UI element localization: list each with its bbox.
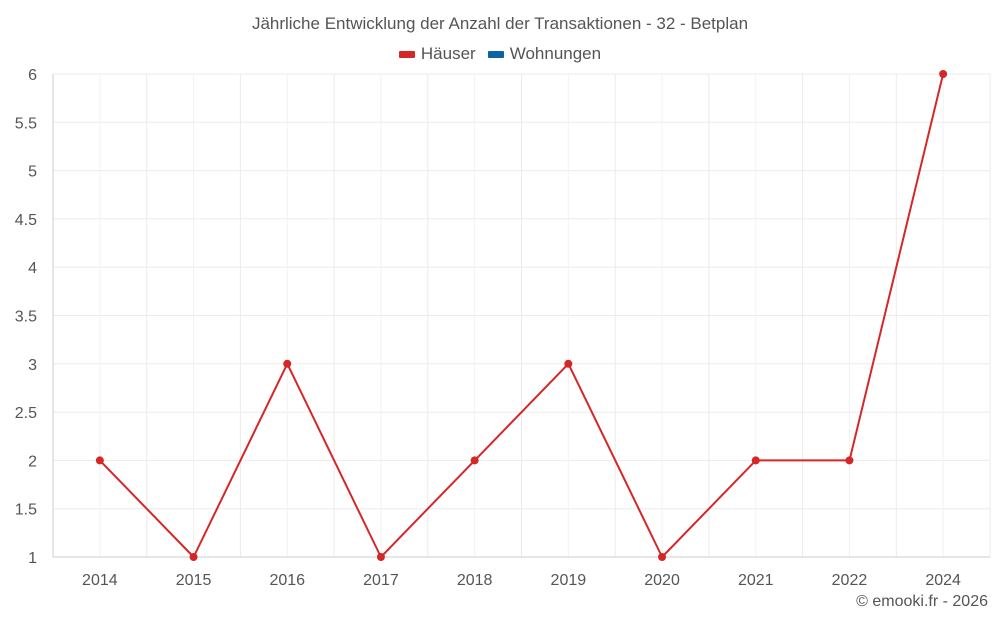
x-tick-label: 2017 <box>363 572 399 589</box>
legend-item-wohnungen[interactable]: Wohnungen <box>487 44 602 64</box>
y-tick-label: 2 <box>28 453 37 470</box>
x-tick-label: 2021 <box>738 572 774 589</box>
data-point <box>376 553 385 561</box>
data-point <box>189 553 198 561</box>
x-tick-label: 2015 <box>176 572 212 589</box>
legend-label-haeuser: Häuser <box>420 44 476 63</box>
data-point <box>939 70 948 78</box>
y-tick-label: 5 <box>28 164 37 181</box>
y-tick-label: 1 <box>28 550 37 567</box>
data-point <box>751 456 760 465</box>
legend-label-wohnungen: Wohnungen <box>509 44 602 63</box>
legend-swatch-haeuser <box>398 50 415 58</box>
y-tick-label: 3 <box>28 357 37 374</box>
y-tick-label: 5.5 <box>15 115 37 132</box>
data-point <box>95 456 104 465</box>
legend-swatch-wohnungen <box>487 50 504 58</box>
x-tick-label: 2020 <box>644 572 680 589</box>
y-tick-label: 4 <box>28 260 37 277</box>
data-point <box>283 359 292 368</box>
x-tick-label: 2024 <box>925 572 961 589</box>
data-point <box>845 456 854 465</box>
y-tick-label: 2.5 <box>15 405 37 422</box>
chart-title: Jährliche Entwicklung der Anzahl der Tra… <box>251 14 749 33</box>
y-tick-label: 3.5 <box>15 309 37 326</box>
x-tick-label: 2016 <box>269 572 305 589</box>
data-point <box>470 456 479 465</box>
y-tick-label: 1.5 <box>15 502 37 519</box>
credit-text: © emooki.fr - 2026 <box>856 593 988 610</box>
legend: Häuser Wohnungen <box>0 44 1000 64</box>
x-tick-label: 2022 <box>832 572 868 589</box>
x-tick-label: 2019 <box>551 572 587 589</box>
data-point <box>658 553 667 561</box>
y-tick-label: 6 <box>28 67 37 84</box>
x-tick-label: 2014 <box>82 572 118 589</box>
y-tick-label: 4.5 <box>15 212 37 229</box>
x-tick-label: 2018 <box>457 572 493 589</box>
legend-item-haeuser[interactable]: Häuser <box>398 44 476 64</box>
series-line-0 <box>99 73 945 558</box>
data-point <box>564 359 573 368</box>
